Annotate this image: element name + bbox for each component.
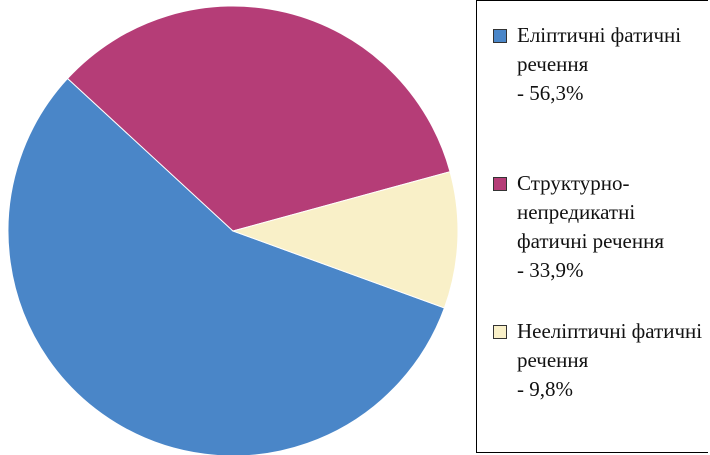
value-label: - 33,9%: [517, 258, 584, 282]
legend: Еліптичні фатичні речення - 56,3% Структур…: [476, 0, 708, 453]
legend-text: Структурно-непредикатні фатичні речення -…: [517, 169, 709, 285]
pie-slice: [7, 77, 446, 455]
pie-slice: [66, 5, 451, 232]
legend-swatch: [493, 325, 507, 339]
legend-text: Неелiптичні фатичні речення - 9,8%: [517, 317, 709, 404]
legend-label: Еліптичні фатичні речення: [517, 23, 682, 76]
value-label: - 56,3%: [517, 81, 584, 105]
legend-label: Структурно-непредикатні фатичні речення: [517, 171, 664, 253]
pie-slice: [231, 171, 459, 309]
legend-label: Неелiптичні фатичні речення: [517, 319, 703, 372]
legend-swatch: [493, 177, 507, 191]
legend-text: Еліптичні фатичні речення - 56,3%: [517, 21, 709, 108]
value-label: - 9,8%: [517, 377, 573, 401]
legend-swatch: [493, 29, 507, 43]
chart: [7, 5, 459, 455]
